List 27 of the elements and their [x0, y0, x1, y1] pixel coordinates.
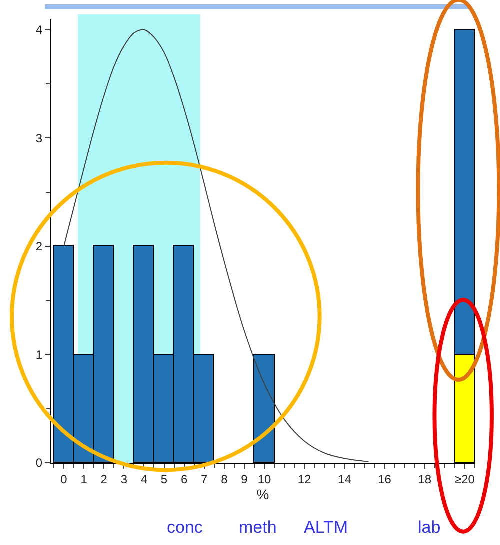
x-tick-label: 16 [378, 472, 392, 486]
x-tick-label: 1 [80, 472, 88, 486]
x-tick-label: 0 [60, 472, 68, 486]
text: meth [239, 518, 277, 537]
text: ALTM [304, 518, 348, 537]
y-tick-label: 3 [36, 131, 43, 146]
y-tick-label: 1 [36, 348, 43, 362]
line-series [64, 29, 370, 462]
x-tick-label: ≥20 [455, 472, 476, 486]
x-tick-label: 10 [258, 472, 272, 486]
text: lab [418, 518, 441, 537]
x-tick-label: 6 [180, 472, 188, 486]
x-tick-label: 7 [201, 472, 208, 486]
y-tick-label: 0 [36, 456, 43, 470]
y-tick-label: 2 [36, 240, 43, 254]
x-tick-label: 12 [298, 472, 312, 486]
x-tick-label: 2 [100, 472, 108, 486]
x-tick-label: 3 [120, 472, 128, 486]
x-tick-label: 14 [338, 472, 352, 486]
text: conc [167, 518, 204, 537]
x-tick-label: 9 [241, 472, 248, 486]
x-axis-title: % [256, 486, 270, 502]
x-tick-label: 8 [221, 472, 228, 486]
x-tick-label: 5 [160, 472, 168, 486]
x-tick-label: 18 [418, 472, 432, 486]
x-tick-label: 4 [140, 472, 148, 486]
y-tick-label: 4 [36, 23, 43, 38]
